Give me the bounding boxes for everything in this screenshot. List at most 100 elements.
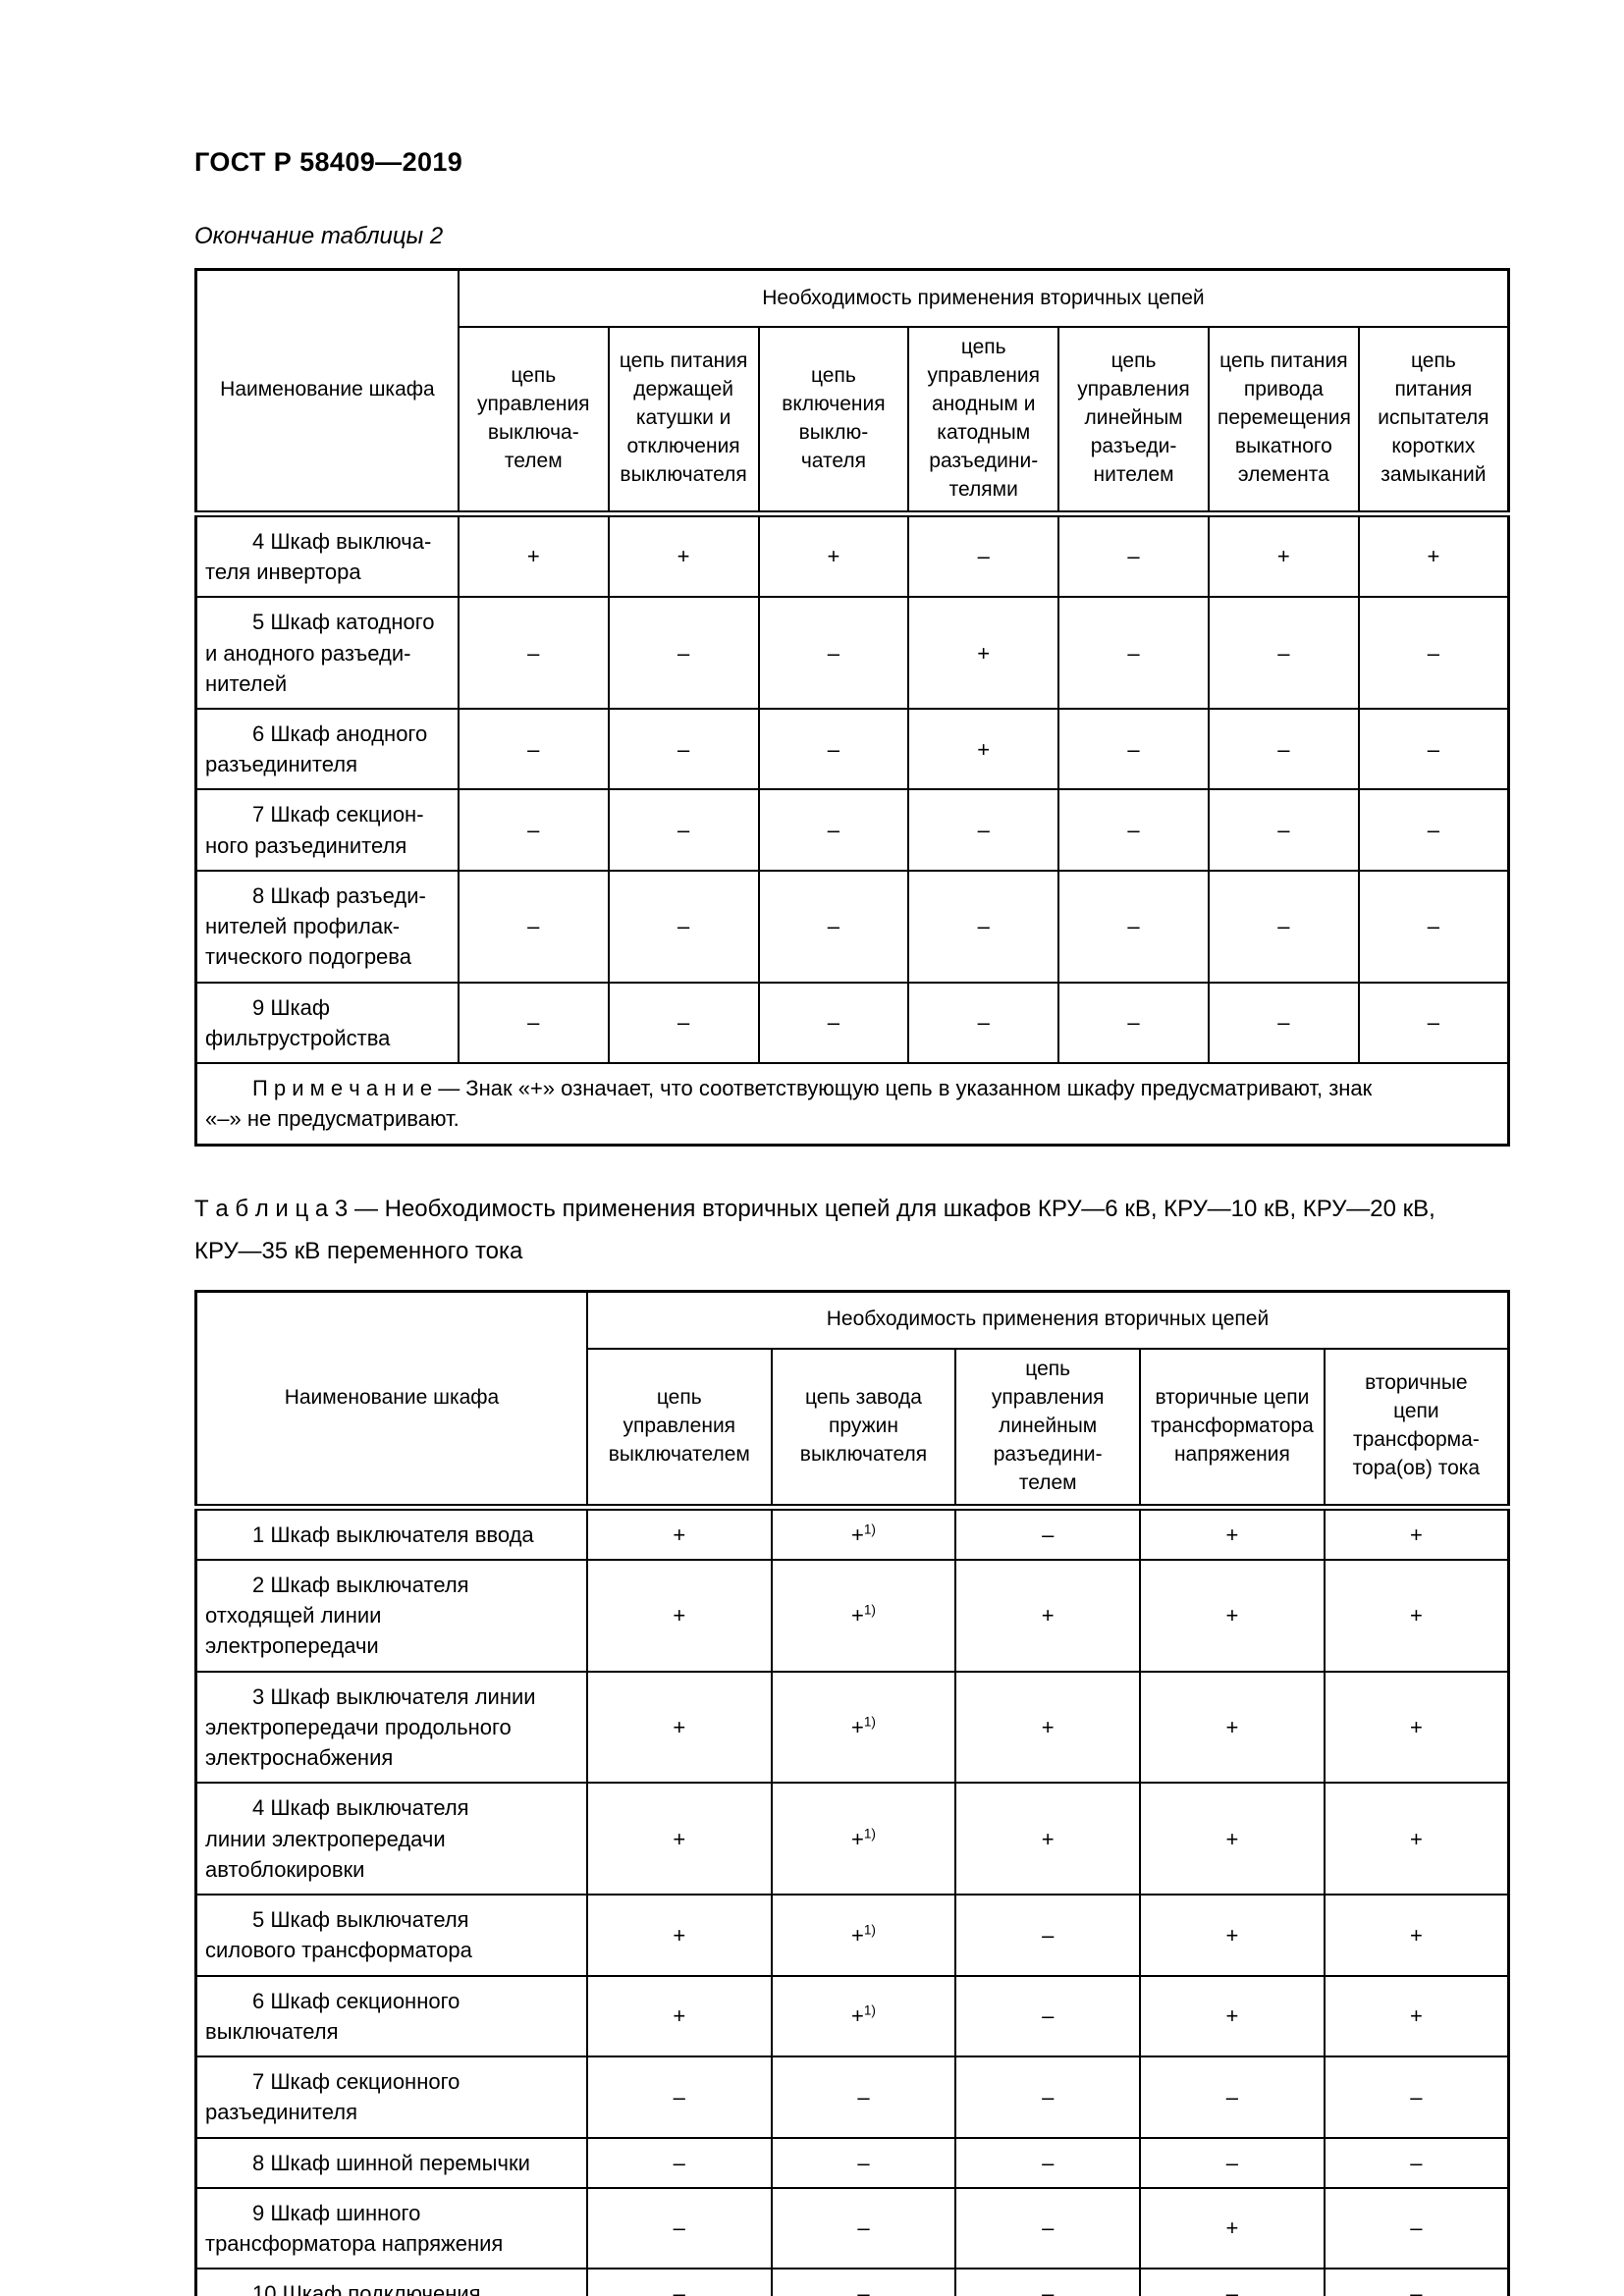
value-cell: –	[757, 596, 910, 710]
value-cell: –	[1323, 2268, 1510, 2296]
value-cell: –	[954, 1974, 1142, 2058]
row-name-cell: 7 Шкаф секцион- ного разъединителя	[194, 788, 460, 872]
value-cell: +	[585, 1559, 773, 1673]
table3: Наименование шкафа Необходимость применен…	[194, 1289, 1510, 2296]
table-row: 8 Шкаф шинной перемычки – – – – –	[194, 2136, 1510, 2189]
table-row: 4 Шкаф выключателя линии электропередачи…	[194, 1782, 1510, 1896]
value-cell: +	[1207, 512, 1360, 599]
value-cell: –	[1207, 596, 1360, 710]
value-cell: –	[607, 981, 760, 1065]
row-name-cell: 4 Шкаф выключа- теля инвертора	[194, 512, 460, 599]
column-header: цепь питания держащей катушки и отключен…	[607, 325, 760, 517]
value-cell: –	[1057, 788, 1210, 872]
value-cell: –	[457, 869, 610, 984]
value-cell: –	[457, 981, 610, 1065]
footnote-marker: 1)	[863, 1714, 876, 1730]
value-cell: +1)	[770, 1506, 957, 1562]
value-cell: –	[457, 788, 610, 872]
table-row: 4 Шкаф выключа- теля инвертора + + + – – + +	[194, 512, 1510, 599]
value-cell: –	[1357, 981, 1510, 1065]
note-row: П р и м е ч а н и е — Знак «+» означает,…	[194, 1062, 1510, 1147]
row-name-cell: 4 Шкаф выключателя линии электропередачи…	[194, 1782, 588, 1896]
value-cell: –	[954, 2186, 1142, 2270]
column-header: цепь управления выключа- телем	[457, 325, 610, 517]
value-cell: –	[907, 512, 1060, 599]
value-cell: –	[1357, 788, 1510, 872]
value-cell: +	[1139, 1506, 1326, 1562]
column-header: цепь питания привода перемещения выкатно…	[1207, 325, 1360, 517]
document-title: ГОСТ Р 58409—2019	[194, 147, 463, 177]
value-cell: –	[1323, 2136, 1510, 2189]
footnote-marker: 1)	[863, 1922, 876, 1938]
value-cell: +	[585, 1894, 773, 1977]
value-cell: –	[907, 869, 1060, 984]
value-cell: +	[585, 1670, 773, 1785]
table-row: 2 Шкаф выключателя отходящей линии элект…	[194, 1559, 1510, 1673]
row-name-cell: 10 Шкаф подключения	[194, 2268, 588, 2296]
value-cell: –	[1139, 2268, 1326, 2296]
row-name-cell: 5 Шкаф выключателя силового трансформато…	[194, 1894, 588, 1977]
table-row: 1 Шкаф выключателя ввода + +1) – + +	[194, 1506, 1510, 1562]
value-cell: +	[1357, 512, 1510, 599]
value-cell: –	[1139, 2136, 1326, 2189]
value-cell: +	[585, 1974, 773, 2058]
value-cell: +	[585, 1782, 773, 1896]
value-cell: –	[457, 596, 610, 710]
table-row: 9 Шкаф шинного трансформатора напряжения…	[194, 2186, 1510, 2270]
value-cell: –	[770, 2186, 957, 2270]
value-cell: –	[954, 1506, 1142, 1562]
footnote-marker: 1)	[863, 1826, 876, 1842]
row-name-cell: 5 Шкаф катодного и анодного разъеди- нит…	[194, 596, 460, 710]
table-row: 7 Шкаф секцион- ного разъединителя – – – – – –…	[194, 788, 1510, 872]
table2: Наименование шкафа Необходимость применен…	[194, 268, 1510, 1147]
value-cell: +	[1139, 1559, 1326, 1673]
table-row: 3 Шкаф выключателя линии электропередачи…	[194, 1670, 1510, 1785]
footnote-marker: 1)	[863, 1602, 876, 1618]
value-cell: –	[1207, 981, 1360, 1065]
value-cell: –	[1057, 596, 1210, 710]
column-header: вторичные цепи трансформатора напряжения	[1139, 1347, 1326, 1511]
column-header: цепь управления линейным разъеди- нителе…	[1057, 325, 1210, 517]
value-cell: +	[585, 1506, 773, 1562]
value-cell: –	[1207, 707, 1360, 791]
value-cell: –	[1207, 788, 1360, 872]
row-name-cell: 8 Шкаф шинной перемычки	[194, 2136, 588, 2189]
value-cell: +	[1323, 1670, 1510, 1785]
value-cell: +	[757, 512, 910, 599]
value-cell: –	[457, 707, 610, 791]
column-header: цепь питания испытателя коротких замыкан…	[1357, 325, 1510, 517]
value-cell: –	[1323, 2056, 1510, 2139]
value-cell: +	[907, 596, 1060, 710]
value-cell: –	[1139, 2056, 1326, 2139]
value-cell: –	[954, 2136, 1142, 2189]
value-cell: +	[1139, 1670, 1326, 1785]
value-cell: +	[954, 1670, 1142, 1785]
table-row: 7 Шкаф секционного разъединителя – – – – –	[194, 2056, 1510, 2139]
column-header: цепь управления выключателем	[585, 1347, 773, 1511]
value-cell: –	[585, 2268, 773, 2296]
column-header: цепь завода пружин выключателя	[770, 1347, 957, 1511]
value-cell: –	[1057, 512, 1210, 599]
value-cell: +	[954, 1559, 1142, 1673]
table-row: 10 Шкаф подключения – – – – –	[194, 2268, 1510, 2296]
row-name-cell: 2 Шкаф выключателя отходящей линии элект…	[194, 1559, 588, 1673]
value-cell: –	[607, 596, 760, 710]
table3-caption: Т а б л и ц а 3 — Необходимость применен…	[194, 1195, 1435, 1264]
row-name-cell: 8 Шкаф разъеди- нителей профилак- тическ…	[194, 869, 460, 984]
column-header: цепь включения выклю- чателя	[757, 325, 910, 517]
value-cell: –	[1357, 596, 1510, 710]
value-cell: +	[1139, 1782, 1326, 1896]
row-name-cell: 6 Шкаф анодного разъединителя	[194, 707, 460, 791]
row-name-cell: 9 Шкаф шинного трансформатора напряжения	[194, 2186, 588, 2270]
table-row: 6 Шкаф секционного выключателя + +1) – + +	[194, 1974, 1510, 2058]
value-cell: –	[1057, 981, 1210, 1065]
value-cell: +	[1323, 1559, 1510, 1673]
table-row: 5 Шкаф катодного и анодного разъеди- нит…	[194, 596, 1510, 710]
value-cell: –	[1357, 869, 1510, 984]
value-cell: –	[607, 788, 760, 872]
value-cell: –	[954, 2056, 1142, 2139]
value-cell: –	[1207, 869, 1360, 984]
value-cell: +	[1139, 1974, 1326, 2058]
column-header: вторичные цепи трансформа- тора(ов) тока	[1323, 1347, 1510, 1511]
